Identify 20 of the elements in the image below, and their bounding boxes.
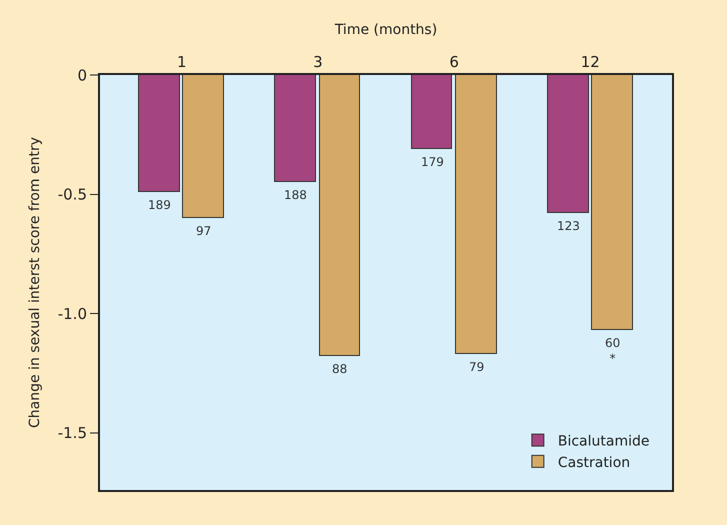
- annotation: 79: [469, 360, 484, 374]
- annotation: 179: [421, 155, 444, 169]
- x-tick-label: 3: [313, 53, 323, 71]
- annotation: 60 *: [605, 336, 620, 366]
- x-tick-label: 6: [449, 53, 459, 71]
- y-tick-label: -1.5: [58, 424, 87, 442]
- annotation: 189: [148, 198, 171, 212]
- annotation: 97: [196, 224, 212, 238]
- annotation: 188: [284, 188, 307, 202]
- legend-label: Castration: [558, 454, 630, 471]
- y-tick-label: 0: [77, 66, 87, 84]
- annotation: 88: [332, 362, 348, 376]
- y-tick-label: -1.0: [58, 304, 87, 323]
- annotation: 123: [557, 219, 580, 233]
- y-axis-title: Change in sexual interst score from entry: [26, 137, 43, 428]
- x-tick-label: 12: [580, 53, 600, 71]
- y-tick-label: -0.5: [58, 186, 87, 204]
- legend-label: Bicalutamide: [558, 434, 650, 450]
- x-tick-label: 1: [176, 53, 186, 71]
- x-axis-title: Time (months): [334, 22, 438, 38]
